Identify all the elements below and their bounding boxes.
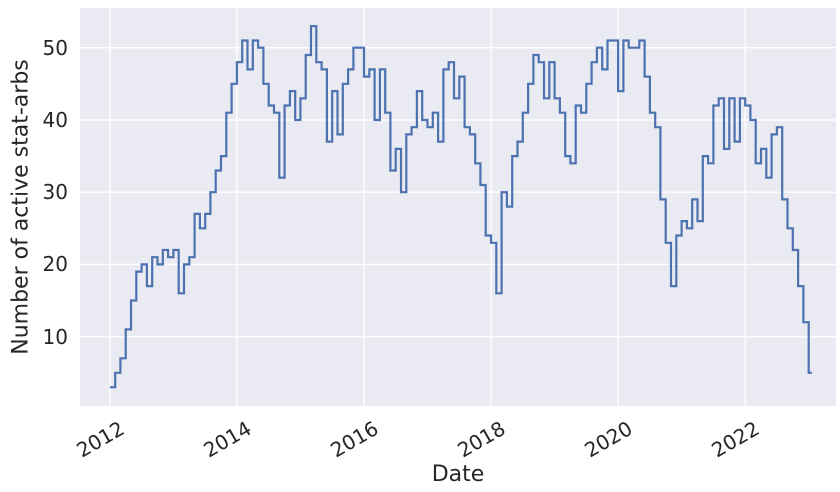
y-axis-label: Number of active stat-arbs	[8, 59, 34, 355]
data-line-active-stat-arbs	[109, 25, 812, 389]
x-tick-label: 2012	[72, 416, 129, 463]
x-tick-label: 2014	[199, 416, 256, 463]
y-tick-label: 50	[42, 35, 68, 60]
x-tick-label: 2018	[453, 416, 510, 463]
x-tick-label: 2020	[580, 416, 637, 463]
plot-svg	[80, 8, 836, 406]
y-tick-label: 30	[42, 180, 68, 205]
y-tick-label: 20	[42, 252, 68, 277]
x-tick-label: 2022	[707, 416, 764, 463]
plot-area	[80, 8, 836, 406]
y-tick-label: 10	[42, 324, 68, 349]
y-tick-label: 40	[42, 107, 68, 132]
x-axis-label: Date	[431, 462, 485, 487]
x-tick-label: 2016	[326, 416, 383, 463]
